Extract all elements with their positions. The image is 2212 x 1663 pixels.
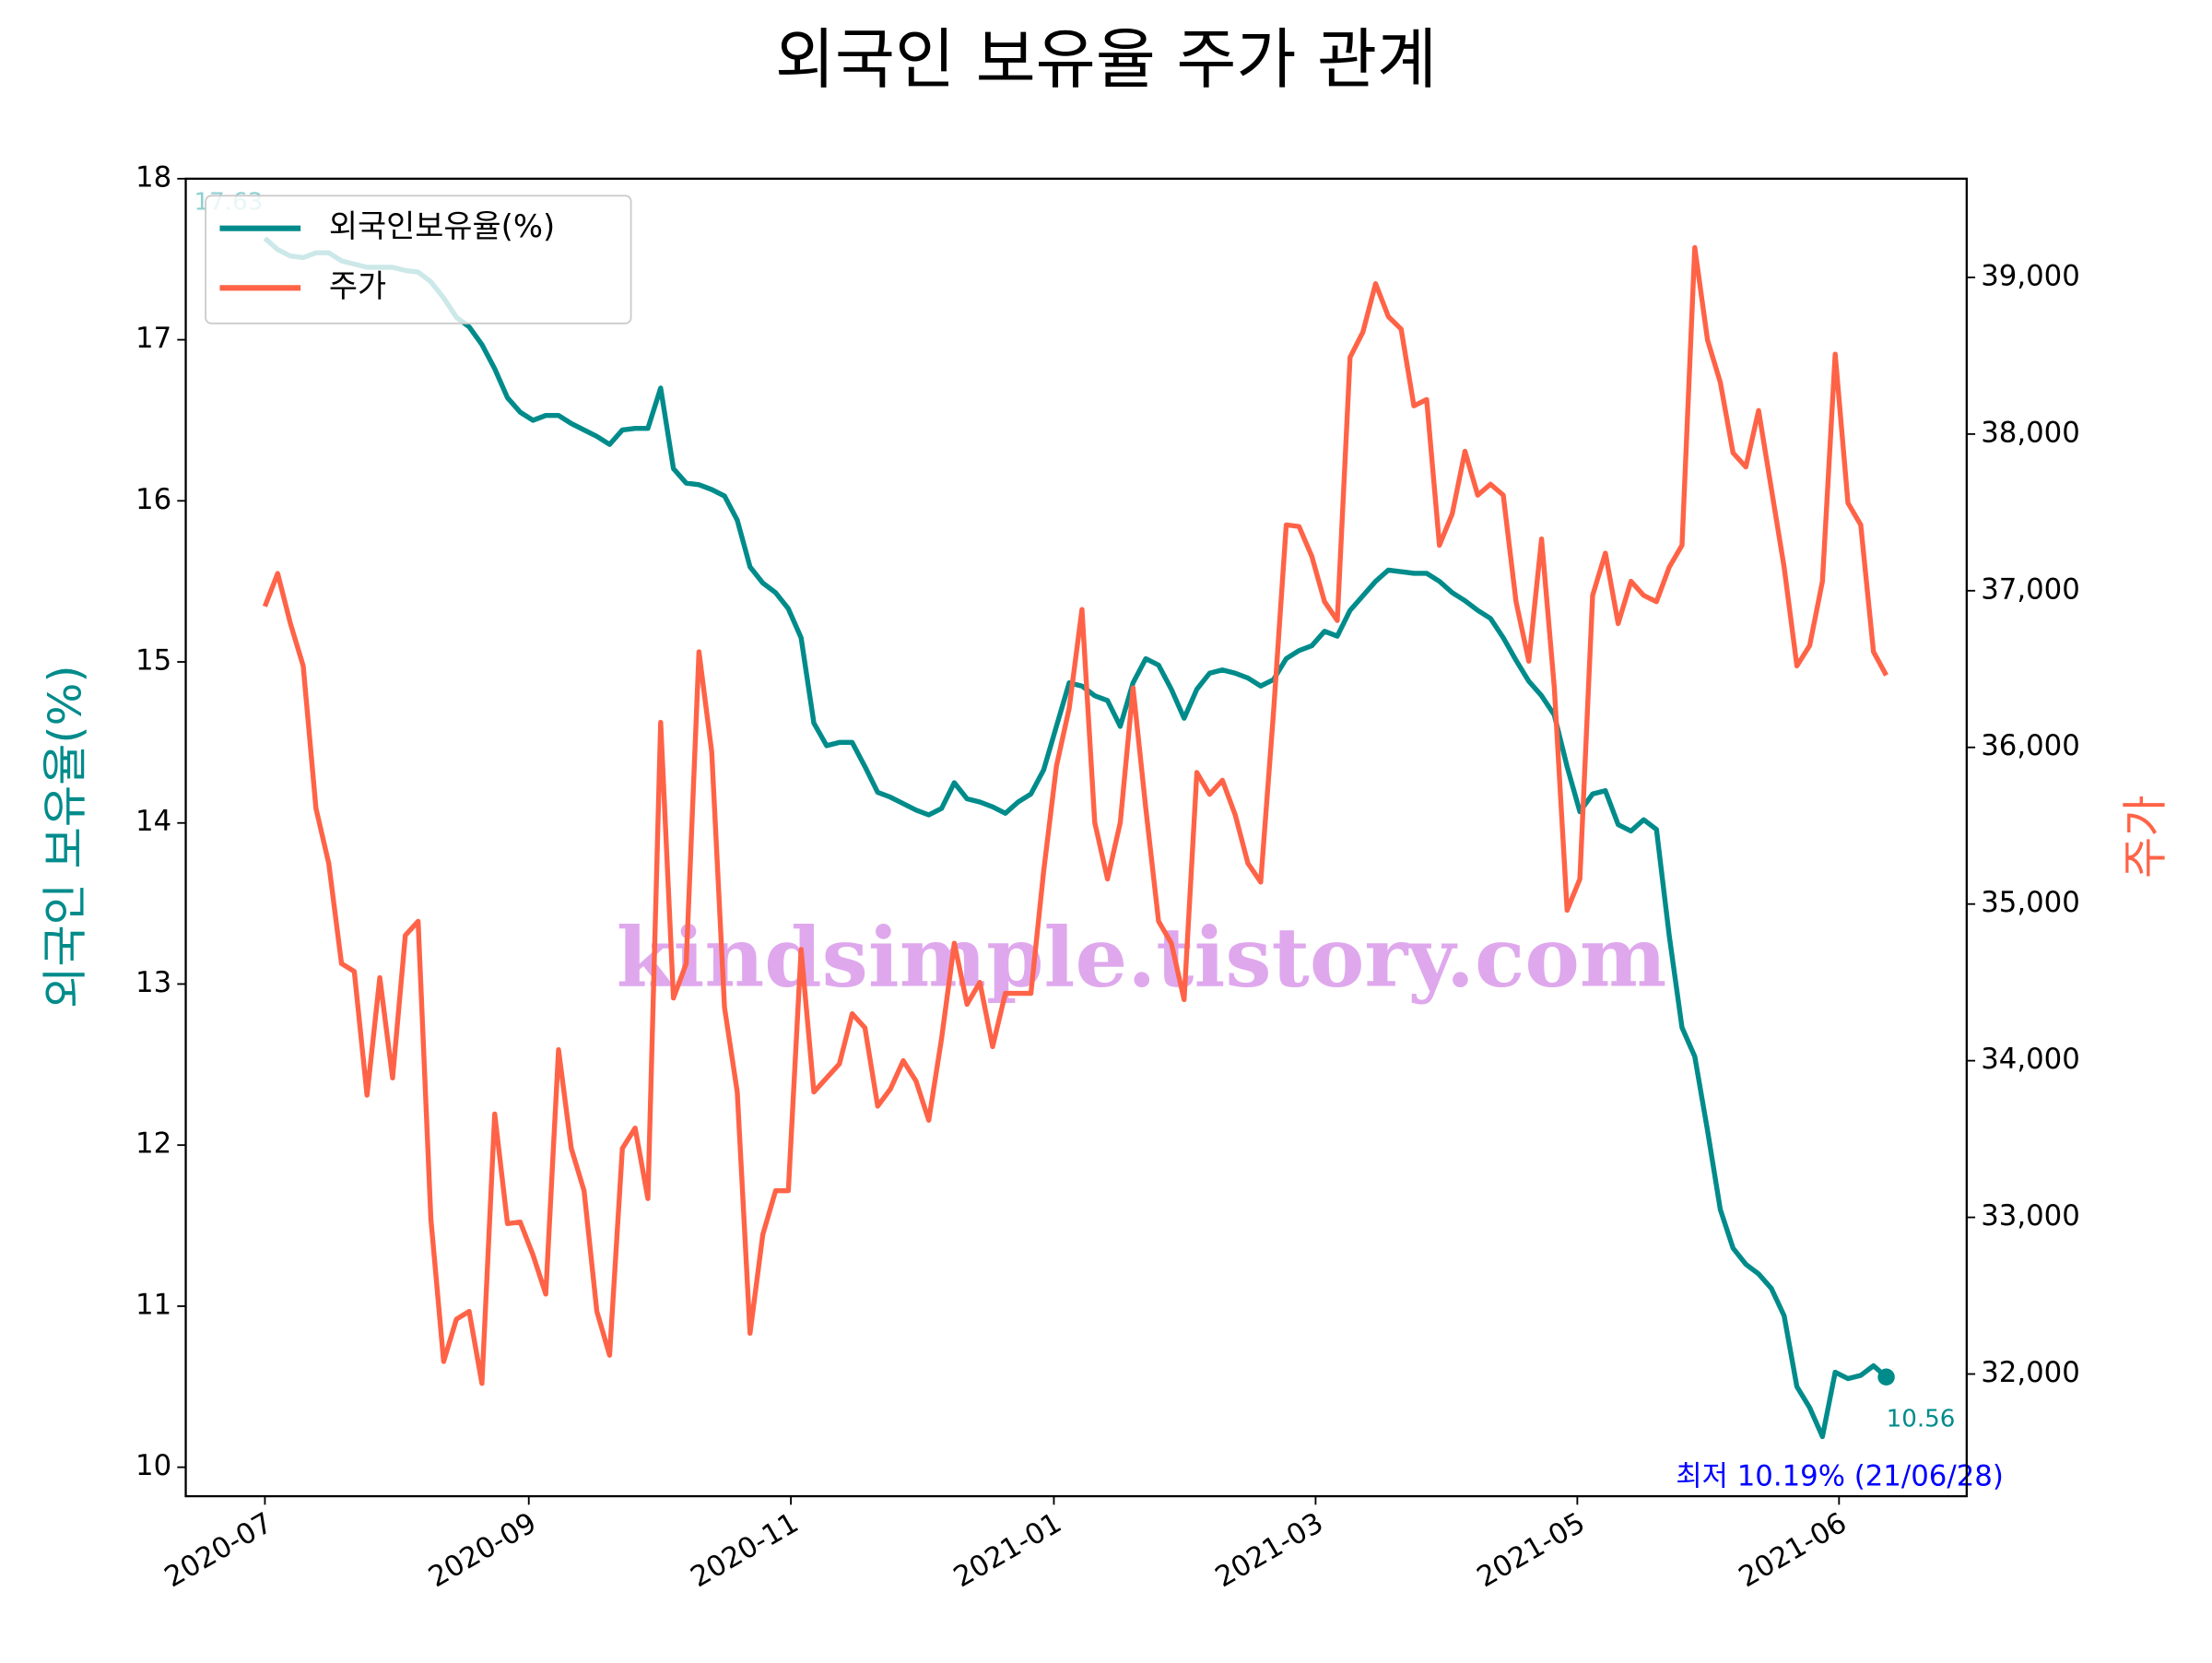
y-axis-label: 외국인 보유율(%) xyxy=(38,665,91,1008)
x-tick-label: 2021-01 xyxy=(948,1506,1067,1594)
y2-tick-label: 38,000 xyxy=(1981,416,2080,449)
chart-title: 외국인 보유율 주가 관계 xyxy=(775,21,1437,98)
plot-frame xyxy=(184,177,1968,1498)
y-tick-label: 18 xyxy=(135,160,171,194)
end-label: 10.56 xyxy=(1887,1405,1956,1433)
y-tick-label: 14 xyxy=(135,805,171,838)
end-marker xyxy=(1877,1368,1895,1386)
y-tick-label: 17 xyxy=(135,322,171,355)
y2-tick-label: 32,000 xyxy=(1981,1356,2080,1389)
y-tick-label: 11 xyxy=(135,1288,171,1321)
y-tick-label: 13 xyxy=(135,966,171,999)
y2-tick-label: 33,000 xyxy=(1981,1199,2080,1233)
legend-label: 주가 xyxy=(329,268,386,304)
y2-tick-label: 36,000 xyxy=(1981,729,2080,762)
watermark: kindsimple.tistory.com xyxy=(617,910,1667,1007)
y-tick-label: 12 xyxy=(135,1127,171,1161)
min-label: 최저 10.19% (21/06/28) xyxy=(1676,1460,2003,1493)
y2-tick-label: 34,000 xyxy=(1981,1043,2080,1076)
y2-tick-label: 35,000 xyxy=(1981,886,2080,919)
legend-label: 외국인보유율(%) xyxy=(329,208,555,244)
series-line xyxy=(263,236,1888,1440)
y2-axis-label: 주가 xyxy=(2118,795,2171,879)
x-tick-label: 2021-06 xyxy=(1733,1506,1852,1594)
y-tick-label: 10 xyxy=(135,1449,171,1482)
y2-tick-label: 39,000 xyxy=(1981,259,2080,292)
x-tick-label: 2021-03 xyxy=(1210,1506,1329,1594)
legend: 외국인보유율(%) 주가 xyxy=(205,195,632,324)
y2-tick-label: 37,000 xyxy=(1981,572,2080,606)
y-tick-label: 16 xyxy=(135,483,171,516)
y-tick-label: 15 xyxy=(135,644,171,678)
legend-box xyxy=(205,195,632,324)
series-line xyxy=(262,244,1888,1386)
x-tick-label: 2020-07 xyxy=(159,1506,278,1594)
x-tick-label: 2020-09 xyxy=(423,1506,542,1594)
x-tick-label: 2021-05 xyxy=(1472,1506,1591,1594)
x-tick-label: 2020-11 xyxy=(685,1506,804,1594)
